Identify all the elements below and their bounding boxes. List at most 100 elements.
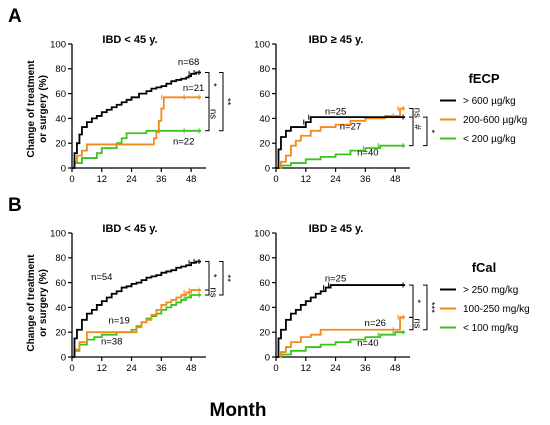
- y-axis-title-b-line1: Change of treatment: [26, 254, 37, 352]
- series-count-label: n=25: [325, 273, 346, 284]
- series-line: [72, 289, 202, 358]
- legend-label: < 200 µg/kg: [463, 134, 516, 145]
- y-tick-label: 100: [50, 39, 66, 50]
- y-tick-label: 20: [55, 328, 66, 339]
- significance-label: *: [425, 130, 436, 134]
- significance-bracket: [423, 116, 428, 147]
- x-tick-label: 12: [300, 363, 311, 374]
- panel-letter-b: B: [8, 195, 22, 216]
- series-count-label: n=26: [365, 318, 386, 329]
- series-count-label: n=25: [325, 107, 346, 118]
- series-line: [276, 284, 406, 358]
- series-count-label: n=40: [357, 338, 378, 349]
- series-line: [72, 129, 202, 169]
- x-tick-label: 36: [360, 174, 371, 185]
- legend-label: < 100 mg/kg: [463, 323, 518, 334]
- series-count-label: n=40: [357, 148, 378, 159]
- significance-bracket: [205, 96, 210, 132]
- chart-b-right: IBD ≥ 45 y. 0 20 40 60 80 100 0 12 24 36 48 n=25 n=26…: [254, 223, 436, 374]
- y-tick-label: 40: [259, 303, 270, 314]
- significance-label: **: [221, 275, 232, 283]
- x-tick-label: 0: [69, 363, 74, 374]
- y-tick-label: 0: [61, 352, 66, 363]
- significance-label: ***: [425, 302, 436, 313]
- series-count-label: n=21: [183, 83, 204, 94]
- significance-bracket: [219, 261, 224, 296]
- y-tick-label: 60: [55, 89, 66, 100]
- significance-label: *: [411, 299, 422, 303]
- series-count-label: n=54: [91, 272, 112, 283]
- y-tick-label: 100: [254, 39, 270, 50]
- x-tick-label: 12: [96, 174, 107, 185]
- y-tick-label: 80: [55, 64, 66, 75]
- x-tick-label: 48: [390, 174, 401, 185]
- x-tick-label: 24: [126, 363, 137, 374]
- significance-bracket: [205, 289, 210, 296]
- x-tick-label: 0: [273, 363, 278, 374]
- x-tick-label: 48: [186, 363, 197, 374]
- significance-bracket: [409, 107, 414, 147]
- y-tick-label: 60: [259, 278, 270, 289]
- series-line: [276, 316, 406, 358]
- legend-label: > 600 µg/kg: [463, 96, 516, 107]
- y-tick-label: 20: [259, 328, 270, 339]
- x-tick-label: 36: [156, 174, 167, 185]
- significance-bracket: [409, 316, 414, 331]
- chart-a-right: IBD ≥ 45 y. 0 20 40 60 80 100 0 12 24 36 48 n=25 n=27…: [254, 34, 436, 185]
- y-tick-label: 0: [61, 163, 66, 174]
- y-axis-title-a: Change of treatment or surgery (%): [26, 60, 49, 158]
- series-line: [72, 71, 202, 169]
- legend-label: 100-250 mg/kg: [463, 304, 530, 315]
- series-line: [276, 116, 406, 169]
- chart-title: IBD ≥ 45 y.: [309, 34, 364, 46]
- x-tick-label: 36: [156, 363, 167, 374]
- y-tick-label: 20: [259, 139, 270, 150]
- significance-bracket: [423, 284, 428, 331]
- x-tick-label: 12: [96, 363, 107, 374]
- chart-b-left: IBD < 45 y. 0 20 40 60 80 100 0 12 24 36 48 n=54 n=19…: [50, 223, 232, 374]
- chart-title: IBD < 45 y.: [102, 223, 157, 235]
- series-count-label: n=22: [173, 136, 194, 147]
- legend-title: fCal: [472, 260, 497, 275]
- significance-label: ns: [411, 318, 422, 328]
- legend-label: 200-600 µg/kg: [463, 115, 527, 126]
- y-axis-title-b-line2: or surgery (%): [38, 269, 49, 337]
- significance-label: ns: [207, 109, 218, 119]
- x-tick-label: 24: [330, 174, 341, 185]
- y-tick-label: 60: [55, 278, 66, 289]
- series-line: [72, 294, 202, 358]
- legend-fcal: fCal > 250 mg/kg 100-250 mg/kg < 100 mg/kg: [440, 260, 530, 334]
- series-count-label: n=68: [178, 57, 199, 68]
- x-tick-label: 12: [300, 174, 311, 185]
- significance-bracket: [219, 72, 224, 132]
- y-tick-label: 80: [55, 253, 66, 264]
- y-tick-label: 40: [55, 114, 66, 125]
- series-line: [72, 260, 202, 358]
- significance-label: #: [411, 124, 422, 130]
- y-tick-label: 40: [259, 114, 270, 125]
- legend-title: fECP: [468, 71, 499, 86]
- series-count-label: n=19: [108, 316, 129, 327]
- y-tick-label: 0: [265, 163, 270, 174]
- y-tick-label: 100: [50, 228, 66, 239]
- x-axis-title: Month: [210, 400, 267, 421]
- y-tick-label: 80: [259, 253, 270, 264]
- legend-fecp: fECP > 600 µg/kg 200-600 µg/kg < 200 µg/kg: [440, 71, 527, 145]
- series-line: [72, 96, 202, 169]
- series-count-label: n=38: [101, 337, 122, 348]
- significance-label: ns: [207, 287, 218, 297]
- series-line: [276, 331, 406, 358]
- x-tick-label: 0: [69, 174, 74, 185]
- x-tick-label: 24: [126, 174, 137, 185]
- chart-title: IBD ≥ 45 y.: [309, 223, 364, 235]
- legend-label: > 250 mg/kg: [463, 285, 518, 296]
- x-tick-label: 48: [186, 174, 197, 185]
- chart-a-left: IBD < 45 y. 0 20 40 60 80 100 0 12 24 36 48 n=68 n=21…: [50, 34, 232, 185]
- y-axis-title-a-line2: or surgery (%): [38, 75, 49, 143]
- y-tick-label: 0: [265, 352, 270, 363]
- y-tick-label: 60: [259, 89, 270, 100]
- significance-label: *: [207, 274, 218, 278]
- y-axis-title-a-line1: Change of treatment: [26, 60, 37, 158]
- chart-title: IBD < 45 y.: [102, 34, 157, 46]
